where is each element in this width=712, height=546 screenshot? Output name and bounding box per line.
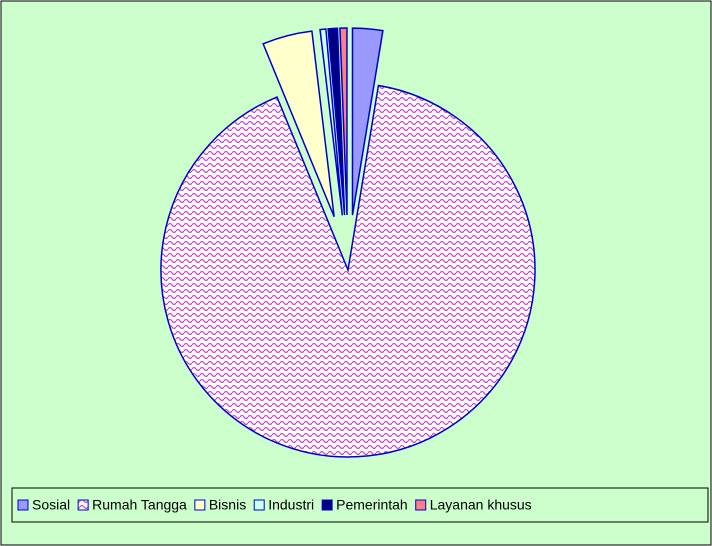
pie-slice bbox=[319, 28, 344, 216]
pie-slice bbox=[160, 84, 536, 458]
legend-label: Bisnis bbox=[209, 497, 246, 513]
legend-label: Industri bbox=[268, 497, 314, 513]
legend-swatch bbox=[194, 499, 206, 511]
legend-label: Pemerintah bbox=[336, 497, 408, 513]
legend-swatch bbox=[253, 499, 265, 511]
pie-slice bbox=[339, 27, 348, 216]
legend-swatch bbox=[77, 499, 89, 511]
legend-box bbox=[11, 487, 709, 523]
pie-slice bbox=[327, 27, 346, 216]
legend-label: Rumah Tangga bbox=[92, 497, 187, 513]
pie-slice bbox=[262, 30, 335, 218]
pie-slice bbox=[351, 27, 384, 216]
legend-swatch bbox=[321, 499, 333, 511]
legend-swatch bbox=[17, 499, 29, 511]
legend-label: Layanan khusus bbox=[430, 497, 532, 513]
legend-swatch bbox=[415, 499, 427, 511]
legend-label: Sosial bbox=[32, 497, 70, 513]
